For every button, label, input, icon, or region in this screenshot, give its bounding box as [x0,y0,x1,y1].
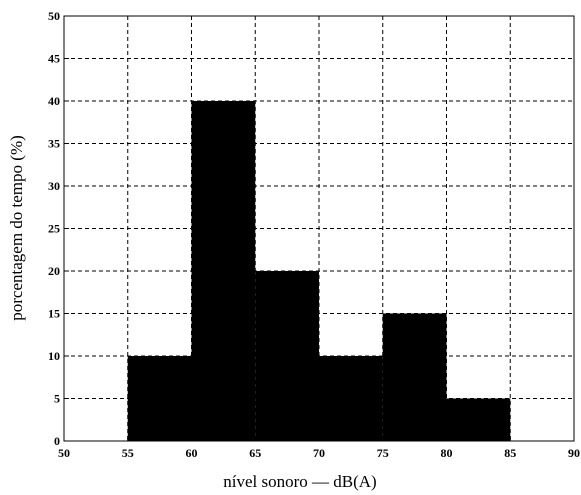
y-tick-label: 0 [54,434,60,448]
x-axis-label: nível sonoro — dB(A) [223,472,376,491]
bars [127,101,511,441]
histogram-bar [255,271,319,441]
histogram-bar [446,398,511,441]
y-tick-label: 45 [48,52,60,66]
x-tick-label: 60 [186,446,198,460]
y-axis-label: porcentagem do tempo (%) [7,135,26,321]
y-tick-label: 25 [48,222,60,236]
x-tick-label: 55 [122,446,134,460]
x-tick-label: 75 [377,446,389,460]
y-tick-label: 40 [48,94,60,108]
x-tick-label: 85 [504,446,516,460]
x-tick-label: 50 [58,446,70,460]
y-tick-label: 10 [48,349,60,363]
x-tick-label: 90 [568,446,580,460]
y-tick-label: 50 [48,9,60,23]
y-tick-label: 35 [48,137,60,151]
histogram-bar [319,356,383,441]
histogram-bar [127,356,192,441]
y-tick-label: 5 [54,392,60,406]
x-tick-label: 65 [249,446,261,460]
x-tick-label: 70 [313,446,325,460]
y-tick-label: 30 [48,179,60,193]
histogram-bar [191,101,256,441]
x-tick-label: 80 [441,446,453,460]
ticks: 50 55 60 65 70 75 80 85 90 0 5 10 15 20 25 30 35 40 45 50 [48,9,580,460]
y-tick-label: 15 [48,307,60,321]
y-tick-label: 20 [48,264,60,278]
histogram-bar [382,313,447,441]
